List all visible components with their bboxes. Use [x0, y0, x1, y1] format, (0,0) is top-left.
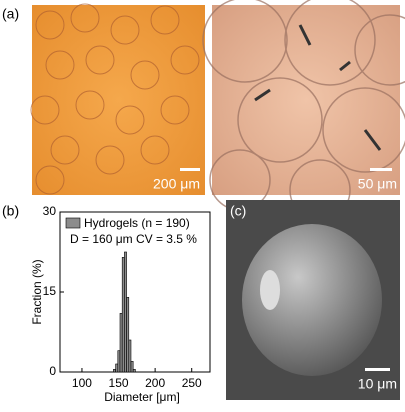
- x-tick-label: 150: [109, 376, 129, 390]
- scale-label: 10 μm: [358, 376, 397, 392]
- scale-bar: [365, 368, 390, 371]
- annotation: D = 160 μm CV = 3.5 %: [70, 232, 197, 246]
- scale-label: 50 μm: [358, 176, 397, 192]
- legend-label: Hydrogels (n = 190): [84, 216, 190, 230]
- y-tick-label: 30: [43, 204, 57, 218]
- scale-bar: [180, 168, 200, 171]
- bar: [124, 252, 126, 372]
- panel-label: (a): [2, 6, 19, 22]
- panel-label: (c): [230, 203, 246, 219]
- panel-label: (b): [2, 203, 19, 219]
- bar: [129, 340, 131, 372]
- scale-bar: [370, 168, 392, 171]
- figure: (a) (b) (c) 200 μm 50 μm 10 μm D = 160 μ…: [0, 0, 405, 407]
- bar: [131, 361, 133, 372]
- bar: [133, 369, 135, 372]
- bar: [118, 351, 120, 372]
- x-tick-label: 200: [145, 376, 165, 390]
- y-tick-label: 15: [43, 284, 57, 298]
- x-tick-label: 250: [182, 376, 202, 390]
- micrograph-high: [212, 5, 400, 195]
- bar: [113, 369, 115, 372]
- scale-label: 200 μm: [153, 176, 200, 192]
- bar: [116, 364, 118, 372]
- bar: [127, 297, 129, 372]
- legend-swatch: [66, 218, 80, 228]
- bar: [122, 257, 124, 372]
- bar: [120, 313, 122, 372]
- micrograph-low: [32, 5, 205, 195]
- x-tick-label: 100: [72, 376, 92, 390]
- feature: [260, 270, 280, 310]
- y-tick-label: 0: [49, 364, 56, 378]
- x-axis-label: Diameter [μm]: [104, 390, 180, 404]
